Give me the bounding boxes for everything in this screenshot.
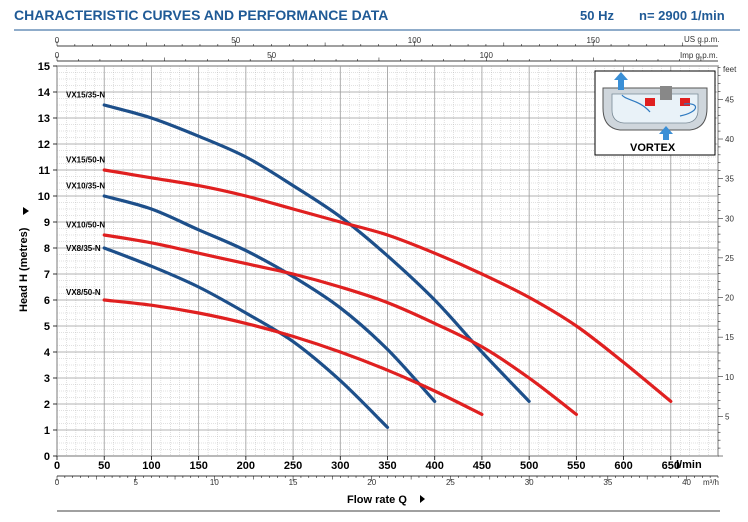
us_gpm-tick-label: 100 bbox=[408, 36, 422, 45]
inlet-arrow-icon bbox=[659, 126, 673, 134]
m3h-axis: m³/h 0 5 10 15 20 25 30 35 40 bbox=[55, 475, 719, 487]
m3h-tick-label: 35 bbox=[603, 478, 612, 487]
curve-vx10-35-n bbox=[102, 194, 437, 403]
curves bbox=[102, 103, 673, 429]
x-axis-title: Flow rate Q bbox=[347, 494, 407, 506]
speed-label: n= 2900 1/min bbox=[639, 8, 725, 23]
shaft-icon bbox=[660, 86, 672, 100]
x-tick-label: 200 bbox=[237, 460, 255, 472]
y-tick-label: 12 bbox=[38, 139, 50, 151]
x-tick-label: 350 bbox=[378, 460, 396, 472]
us_gpm-tick-label: 0 bbox=[55, 36, 60, 45]
y-tick-label: 15 bbox=[38, 61, 50, 73]
x-axis: 0 50 100 150 200 250 300 350 400 450 500 550 600 650 bbox=[54, 456, 680, 472]
imp_gpm-tick-label: 50 bbox=[267, 51, 276, 60]
m3h-tick-label: 30 bbox=[525, 478, 534, 487]
y-axis-title: Head H (metres) bbox=[18, 227, 30, 312]
curve-label-vx10-50-n: VX10/50-N bbox=[66, 221, 105, 230]
m3h-tick-label: 15 bbox=[289, 478, 298, 487]
y-tick-label: 2 bbox=[44, 399, 50, 411]
top-axes: US g.p.m. Imp g.p.m. 0 50 100 150 0 50 100 bbox=[55, 35, 720, 62]
us_gpm-tick-label: 150 bbox=[586, 36, 600, 45]
outlet-arrow-icon bbox=[614, 72, 628, 80]
y-tick-label: 0 bbox=[44, 451, 50, 463]
y-tick-label: 10 bbox=[38, 191, 50, 203]
m3h-tick-label: 40 bbox=[682, 478, 691, 487]
curve-vx15-50-n bbox=[102, 168, 673, 403]
m3h-tick-label: 0 bbox=[55, 478, 60, 487]
imp_gpm-tick-label: 100 bbox=[480, 51, 494, 60]
curve-label-vx8-50-n: VX8/50-N bbox=[66, 288, 101, 297]
curve-label-vx8-35-n: VX8/35-N bbox=[66, 244, 101, 253]
m3h-tick-label: 25 bbox=[446, 478, 455, 487]
curve-labels: VX15/35-N VX15/50-N VX10/35-N VX10/50-N VX8/… bbox=[66, 91, 105, 298]
inset-label: VORTEX bbox=[630, 142, 676, 154]
curve-label-vx15-35-n: VX15/35-N bbox=[66, 91, 105, 100]
m3h-tick-label: 10 bbox=[210, 478, 219, 487]
x-tick-label: 150 bbox=[189, 460, 207, 472]
y-tick-label: 6 bbox=[44, 295, 50, 307]
curve-label-vx15-50-n: VX15/50-N bbox=[66, 156, 105, 165]
curve-vx10-50-n bbox=[102, 233, 578, 416]
x-tick-label: 400 bbox=[426, 460, 444, 472]
x-tick-label: 650 bbox=[662, 460, 680, 472]
feet-tick-label: 5 bbox=[725, 412, 730, 421]
feet-tick-label: 30 bbox=[725, 214, 734, 223]
m3h-tick-label: 5 bbox=[133, 478, 138, 487]
x-tick-label: 500 bbox=[520, 460, 538, 472]
x-tick-label: 300 bbox=[331, 460, 349, 472]
us-gpm-unit: US g.p.m. bbox=[684, 35, 720, 44]
curve-vx8-35-n bbox=[102, 246, 390, 429]
y-axis-arrow-icon bbox=[23, 207, 29, 215]
imp_gpm-tick-label: 0 bbox=[55, 51, 60, 60]
x-axis-arrow-icon bbox=[420, 495, 425, 503]
vortex-inset: VORTEX bbox=[594, 70, 716, 156]
vortex-swirl-icon bbox=[679, 103, 697, 117]
x-tick-label: 250 bbox=[284, 460, 302, 472]
curve-vx8-50-n bbox=[102, 298, 484, 416]
curve-vx15-35-n bbox=[102, 103, 531, 403]
y-tick-label: 1 bbox=[44, 425, 50, 437]
impeller-blade-right-icon bbox=[680, 98, 690, 106]
y-tick-label: 9 bbox=[44, 217, 50, 229]
feet-axis: feet 5 10 15 20 25 30 35 40 45 bbox=[718, 65, 737, 457]
feet-tick-label: 35 bbox=[725, 175, 734, 184]
imp-gpm-unit: Imp g.p.m. bbox=[680, 51, 718, 60]
x-tick-label: 50 bbox=[98, 460, 110, 472]
x-tick-label: 550 bbox=[567, 460, 585, 472]
feet-tick-label: 40 bbox=[725, 135, 734, 144]
y-tick-label: 3 bbox=[44, 373, 50, 385]
y-tick-label: 13 bbox=[38, 113, 50, 125]
feet-tick-label: 10 bbox=[725, 373, 734, 382]
chart-title: CHARACTERISTIC CURVES AND PERFORMANCE DA… bbox=[14, 7, 388, 23]
frequency-label: 50 Hz bbox=[580, 8, 614, 23]
y-tick-label: 7 bbox=[44, 269, 50, 281]
x-unit-label: l/min bbox=[676, 459, 702, 471]
y-tick-label: 4 bbox=[44, 347, 51, 359]
feet-unit: feet bbox=[723, 65, 737, 74]
y-tick-label: 5 bbox=[44, 321, 50, 333]
feet-tick-label: 15 bbox=[725, 333, 734, 342]
us_gpm-tick-label: 50 bbox=[231, 36, 240, 45]
feet-tick-label: 45 bbox=[725, 95, 734, 104]
feet-tick-label: 20 bbox=[725, 294, 734, 303]
impeller-blade-left-icon bbox=[645, 98, 655, 106]
y-tick-label: 8 bbox=[44, 243, 50, 255]
flow-swirl-icon bbox=[621, 94, 651, 113]
x-tick-label: 0 bbox=[54, 460, 60, 472]
m3h-unit: m³/h bbox=[703, 478, 719, 487]
y-tick-label: 14 bbox=[38, 87, 51, 99]
feet-tick-label: 25 bbox=[725, 254, 734, 263]
x-tick-label: 100 bbox=[142, 460, 160, 472]
x-tick-label: 450 bbox=[473, 460, 491, 472]
y-tick-label: 11 bbox=[38, 165, 50, 177]
curve-label-vx10-35-n: VX10/35-N bbox=[66, 182, 105, 191]
x-tick-label: 600 bbox=[614, 460, 632, 472]
m3h-tick-label: 20 bbox=[367, 478, 376, 487]
